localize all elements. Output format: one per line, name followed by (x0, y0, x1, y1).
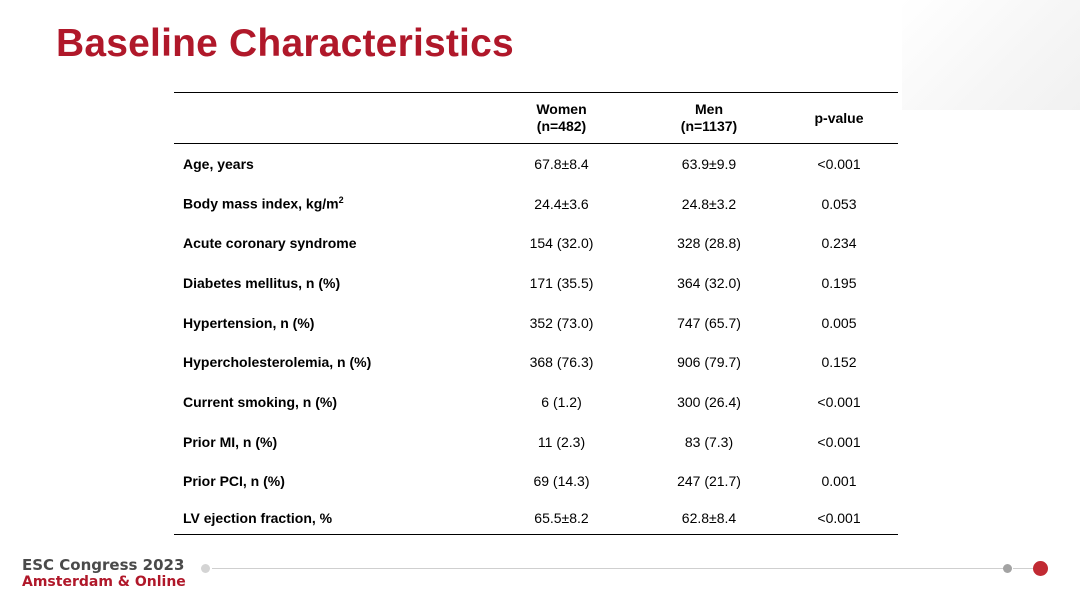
women-value: 171 (35.5) (529, 274, 594, 291)
footer-divider-line (212, 568, 1004, 569)
row-label: LV ejection fraction, % (183, 509, 333, 526)
table-body: Age, years 67.8±8.4 63.9±9.9 <0.001 Body mas… (174, 144, 898, 535)
table-row: Hypertension, n (%) 352 (73.0) 747 (65.7) 0… (174, 303, 898, 343)
p-value: <0.001 (817, 155, 861, 172)
baseline-table-container: Women (n=482) Men (n=1137) p-value Age, … (174, 92, 898, 535)
row-label-cell: Acute coronary syndrome (174, 223, 485, 263)
women-value: 352 (73.0) (529, 314, 594, 331)
header-p-value: p-value (780, 93, 898, 144)
p-value: <0.001 (817, 433, 861, 450)
p-value: 0.152 (821, 354, 857, 371)
row-label: Body mass index, kg/m (183, 195, 339, 212)
row-label-cell: Body mass index, kg/m2 (174, 184, 485, 224)
women-value: 368 (76.3) (529, 354, 594, 371)
footer-branding: ESC Congress 2023 Amsterdam & Online (22, 557, 186, 591)
header-men-n: (n=1137) (680, 118, 738, 134)
table-row: Diabetes mellitus, n (%) 171 (35.5) 364 (3… (174, 263, 898, 303)
women-value: 69 (14.3) (533, 473, 590, 490)
p-value: <0.001 (817, 509, 861, 526)
row-label: Age, years (183, 155, 254, 172)
men-value: 300 (26.4) (677, 393, 741, 410)
row-label-cell: Hypertension, n (%) (174, 303, 485, 343)
p-value: 0.234 (821, 235, 857, 252)
p-value: 0.053 (821, 195, 857, 212)
baseline-table: Women (n=482) Men (n=1137) p-value Age, … (174, 92, 898, 535)
men-value: 62.8±8.4 (681, 509, 737, 526)
table-row: Prior PCI, n (%) 69 (14.3) 247 (21.7) 0.001 (174, 462, 898, 502)
p-value: <0.001 (817, 393, 861, 410)
row-label-cell: Age, years (174, 144, 485, 184)
table-row: Hypercholesterolemia, n (%) 368 (76.3) 906… (174, 342, 898, 382)
row-label-cell: LV ejection fraction, % (174, 501, 485, 535)
header-variable (174, 93, 485, 144)
header-p-value-label: p-value (814, 109, 864, 126)
footer-gray-dot (1003, 564, 1012, 573)
women-value: 6 (1.2) (541, 393, 582, 410)
row-label: Prior PCI, n (%) (183, 473, 285, 490)
table-row: Age, years 67.8±8.4 63.9±9.9 <0.001 (174, 144, 898, 184)
row-label-cell: Prior MI, n (%) (174, 422, 485, 462)
footer-start-dot (201, 564, 210, 573)
header-women-n: (n=482) (536, 118, 587, 134)
men-value: 83 (7.3) (684, 433, 734, 450)
women-value: 65.5±8.2 (534, 509, 589, 526)
p-value: 0.001 (821, 473, 857, 490)
table-header-row: Women (n=482) Men (n=1137) p-value (174, 92, 898, 144)
women-value: 24.4±3.6 (534, 195, 589, 212)
table-row: Prior MI, n (%) 11 (2.3) 83 (7.3) <0.001 (174, 422, 898, 462)
row-label: Hypertension, n (%) (183, 314, 315, 331)
header-women-label: Women (536, 101, 587, 117)
men-value: 24.8±3.2 (681, 195, 737, 212)
table-row: Current smoking, n (%) 6 (1.2) 300 (26.4) <… (174, 382, 898, 422)
p-value: 0.005 (821, 314, 857, 331)
men-value: 364 (32.0) (677, 274, 741, 291)
table-row: Body mass index, kg/m2 24.4±3.6 24.8±3.2 0.… (174, 184, 898, 224)
corner-decoration (902, 0, 1080, 110)
footer-red-dot (1033, 561, 1048, 576)
table-row: LV ejection fraction, % 65.5±8.2 62.8±8.4 <… (174, 501, 898, 535)
row-label: Prior MI, n (%) (183, 433, 278, 450)
men-value: 747 (65.7) (677, 314, 741, 331)
footer-location: Amsterdam & Online (22, 574, 186, 590)
women-value: 11 (2.3) (537, 433, 586, 450)
men-value: 328 (28.8) (677, 235, 741, 252)
row-label-superscript: 2 (338, 195, 344, 206)
women-value: 154 (32.0) (529, 235, 594, 252)
page-title: Baseline Characteristics (56, 22, 514, 65)
header-women: Women (n=482) (485, 93, 638, 144)
women-value: 67.8±8.4 (534, 155, 589, 172)
row-label: Hypercholesterolemia, n (%) (183, 354, 372, 371)
p-value: 0.195 (821, 274, 857, 291)
row-label-cell: Prior PCI, n (%) (174, 462, 485, 502)
row-label-cell: Diabetes mellitus, n (%) (174, 263, 485, 303)
men-value: 63.9±9.9 (681, 155, 737, 172)
row-label-cell: Hypercholesterolemia, n (%) (174, 342, 485, 382)
table-row: Acute coronary syndrome 154 (32.0) 328 (28… (174, 223, 898, 263)
row-label: Current smoking, n (%) (183, 393, 338, 410)
men-value: 247 (21.7) (677, 473, 741, 490)
footer-dot-connector (1013, 568, 1033, 569)
row-label: Diabetes mellitus, n (%) (183, 274, 341, 291)
men-value: 906 (79.7) (677, 354, 741, 371)
row-label: Acute coronary syndrome (183, 235, 357, 252)
header-men-label: Men (695, 101, 723, 117)
row-label-cell: Current smoking, n (%) (174, 382, 485, 422)
header-men: Men (n=1137) (638, 93, 780, 144)
footer-congress: ESC Congress 2023 (22, 556, 185, 574)
